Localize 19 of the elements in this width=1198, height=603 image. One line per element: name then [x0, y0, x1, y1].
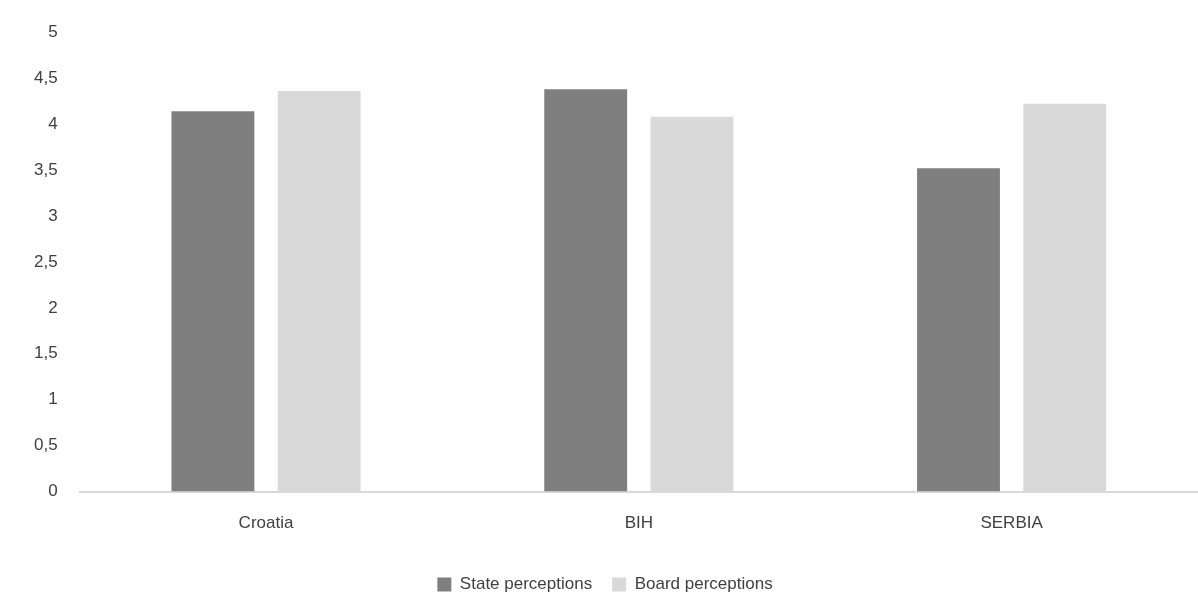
y-tick-label: 5	[48, 21, 58, 41]
bar	[917, 168, 1000, 492]
legend-label: Board perceptions	[634, 574, 773, 594]
y-tick-label: 0	[48, 481, 58, 501]
bar	[171, 111, 255, 492]
y-tick-label: 2	[48, 297, 58, 317]
y-tick-label: 4	[48, 113, 58, 133]
y-tick-label: 3	[48, 205, 58, 225]
y-tick-label: 1,5	[33, 343, 58, 363]
legend-label: State perceptions	[459, 574, 593, 594]
y-tick-label: 0,5	[33, 435, 58, 455]
bar	[544, 89, 628, 492]
y-tick-label: 2,5	[33, 251, 58, 271]
y-tick-label: 4,5	[33, 67, 58, 87]
y-tick-label: 3,5	[33, 159, 58, 179]
x-tick-label: BIH	[624, 513, 653, 533]
y-tick-label: 1	[48, 389, 58, 409]
x-tick-label: SERBIA	[980, 513, 1044, 533]
x-tick-label: Croatia	[238, 513, 294, 533]
